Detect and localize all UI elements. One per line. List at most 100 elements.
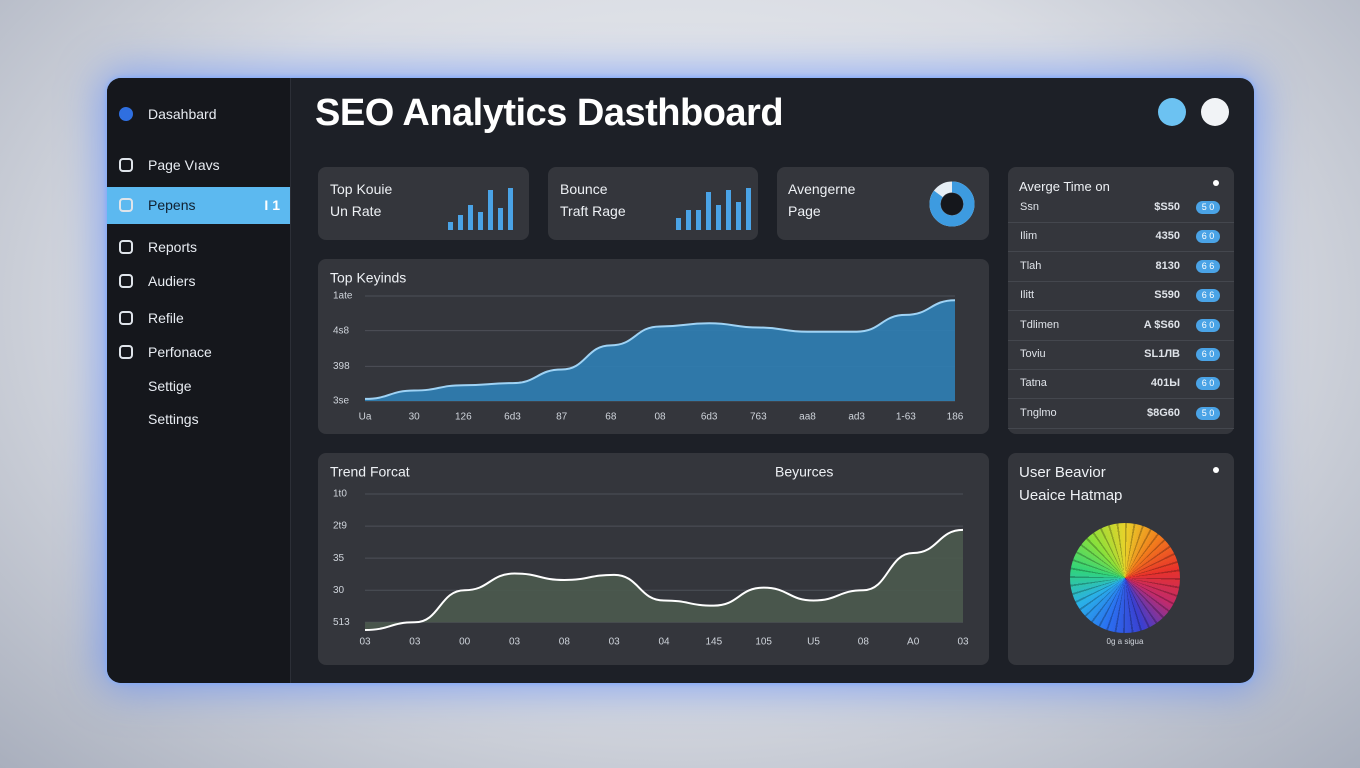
nav-label: Audiers — [148, 273, 196, 289]
card-label: Bounce — [560, 181, 608, 197]
metric-card — [318, 167, 529, 240]
mini-bar — [676, 218, 681, 230]
nav-item[interactable]: Audiers — [107, 266, 290, 296]
x-tick-label: 186 — [947, 412, 964, 423]
x-tick-label: 03 — [957, 637, 969, 648]
mini-bar — [706, 192, 711, 230]
row-badge: 5 0 — [1196, 406, 1220, 420]
x-tick-label: 08 — [858, 637, 870, 648]
y-tick-label: 513 — [333, 617, 350, 628]
metric-card — [548, 167, 758, 240]
area-line — [364, 299, 956, 400]
mini-bar — [696, 210, 701, 230]
chart-title: Top Keyinds — [330, 270, 406, 286]
nav-label: Settings — [148, 411, 199, 427]
mini-bar — [686, 210, 691, 230]
x-tick-label: 6d3 — [504, 412, 521, 423]
list-row: Ilitt S590 6 6 — [1008, 281, 1234, 312]
nav-label: Pepens — [148, 197, 196, 213]
list-row: Tlah 8130 6 6 — [1008, 252, 1234, 282]
dot — [1213, 180, 1219, 186]
nav-item[interactable]: Settige — [107, 371, 290, 401]
row-label: Ssn — [1020, 201, 1039, 213]
y-tick-label: 398 — [333, 361, 350, 372]
nav-item[interactable]: Perfonace — [107, 337, 290, 367]
y-tick-label: 1t0 — [333, 489, 347, 500]
settings-button[interactable] — [1201, 98, 1229, 126]
card-label: Top Kouie — [330, 181, 393, 197]
row-value: A $S60 — [1143, 318, 1180, 331]
donut-hole — [941, 193, 963, 215]
x-tick-label: 00 — [459, 637, 471, 648]
x-tick-label: ad3 — [848, 412, 865, 423]
list-row: Ssn $S50 5 0 — [1008, 193, 1234, 223]
row-label: Ilim — [1020, 230, 1038, 243]
mini-bar — [488, 190, 493, 230]
area-fill — [365, 300, 955, 401]
time-list-card — [1008, 167, 1234, 434]
x-tick-label: aa8 — [799, 412, 816, 423]
nav-item[interactable]: Settings — [107, 404, 290, 434]
y-tick-label: 3se — [333, 396, 350, 407]
x-tick-label: A0 — [907, 637, 920, 648]
row-badge: 5 0 — [1196, 201, 1220, 214]
nav-badge: I 1 — [264, 197, 280, 213]
x-tick-label: 68 — [605, 412, 617, 423]
row-label: Ilitt — [1020, 289, 1035, 302]
y-tick-label: 4s8 — [333, 325, 350, 336]
x-tick-label: 763 — [750, 412, 767, 423]
nav-item[interactable]: Page Vıavs — [107, 150, 290, 180]
area-line — [364, 528, 964, 631]
chart-subtitle: Beyurces — [775, 464, 833, 480]
mini-bar — [746, 188, 751, 230]
list-row: Tnglmo $8G60 5 0 — [1008, 399, 1234, 429]
nav-item[interactable]: Refile — [107, 303, 290, 333]
mini-bar — [508, 188, 513, 230]
nav-item[interactable]: Pepens I 1 — [107, 187, 290, 224]
x-tick-label: 87 — [556, 412, 568, 423]
x-tick-label: 6d3 — [701, 412, 718, 423]
nav-icon — [119, 345, 133, 359]
nav-label: Perfonace — [148, 344, 212, 360]
row-value: 8130 — [1155, 259, 1180, 272]
mini-bar — [498, 208, 503, 230]
nav-label: Settige — [148, 378, 192, 394]
list-row: Ilim 4350 6 0 — [1008, 222, 1234, 253]
mini-bar — [478, 212, 483, 230]
dot — [1213, 467, 1219, 473]
x-tick-label: 03 — [409, 637, 421, 648]
row-value: SL1ЛB — [1144, 348, 1180, 360]
nav-icon — [119, 240, 133, 254]
heatmap-subtitle: Ueaice Hatmap — [1019, 487, 1123, 504]
chart-card — [318, 453, 989, 665]
row-value: $8G60 — [1146, 406, 1180, 419]
row-badge: 6 0 — [1196, 318, 1220, 332]
y-tick-label: 35 — [333, 553, 345, 564]
mini-bar — [468, 205, 473, 230]
x-tick-label: 105 — [755, 637, 772, 648]
x-tick-label: U5 — [807, 637, 820, 648]
x-tick-label: 30 — [409, 412, 421, 423]
heatmap-title: User Beavior — [1019, 464, 1106, 481]
nav-label: Refile — [148, 310, 184, 326]
row-value: 401Ы — [1150, 377, 1180, 390]
x-tick-label: Ua — [359, 412, 372, 423]
page-title: SEO Analytics Dasthboard — [315, 92, 784, 134]
row-label: Tdlimen — [1020, 318, 1060, 331]
card-label: Avengerne — [788, 181, 856, 197]
chart-title: Trend Forcat — [330, 464, 410, 480]
nav-item[interactable]: Reports — [107, 232, 290, 262]
mini-bar — [448, 222, 453, 230]
theme-button[interactable] — [1158, 98, 1186, 126]
card-label: Un Rate — [330, 203, 382, 219]
list-row: Tatna 401Ы 6 0 — [1008, 369, 1234, 400]
x-tick-label: 1-63 — [896, 412, 916, 423]
mini-bar — [458, 215, 463, 230]
row-value: $S50 — [1154, 201, 1180, 213]
nav-item[interactable]: Dasahbard — [107, 99, 290, 129]
nav-icon — [119, 198, 133, 212]
row-value: 4350 — [1155, 230, 1180, 243]
